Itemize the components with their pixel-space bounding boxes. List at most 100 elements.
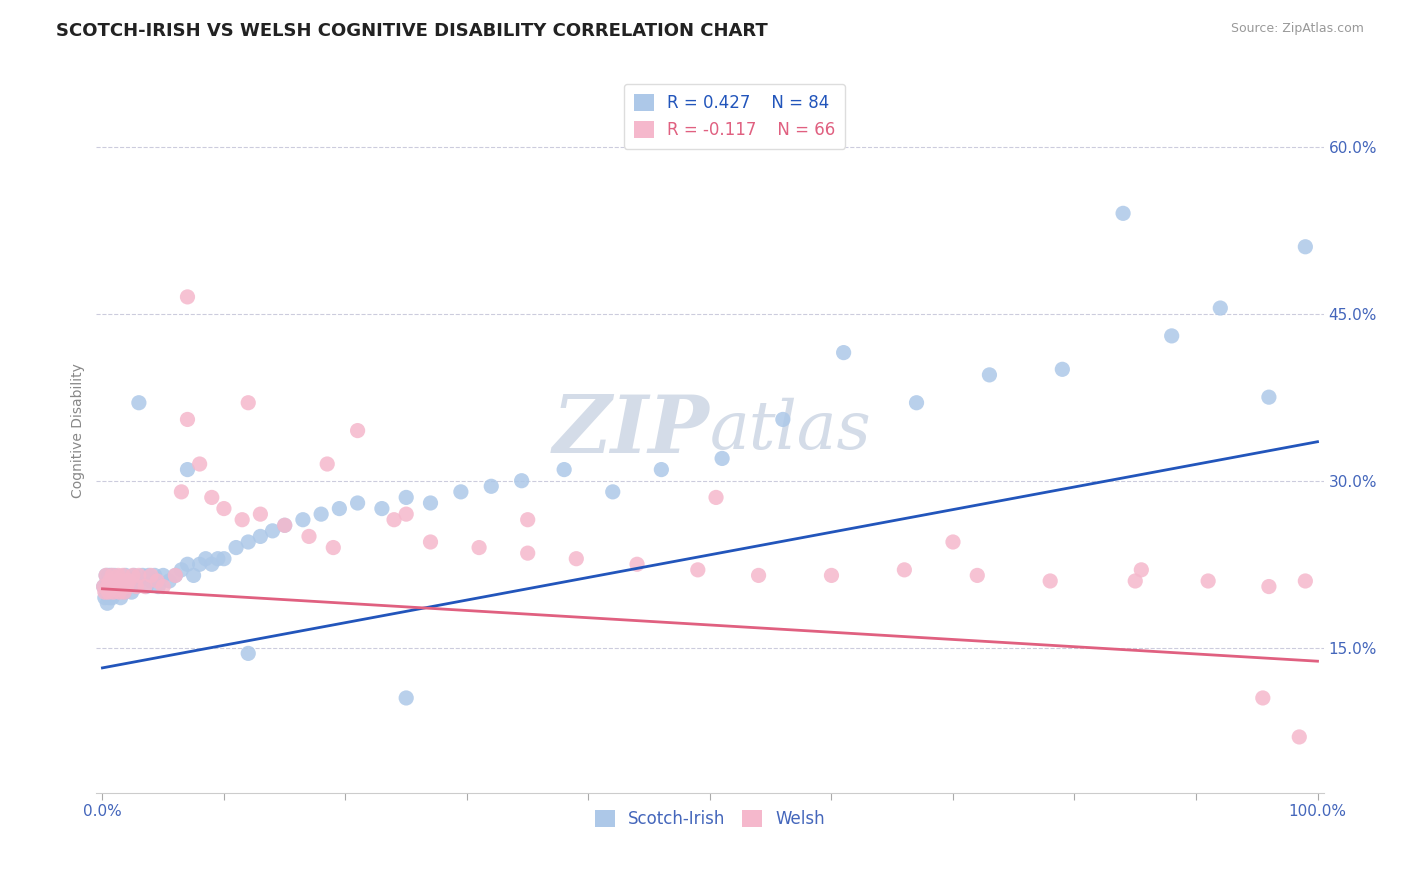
Point	[966, 568, 988, 582]
Point	[704, 491, 727, 505]
Point	[1130, 563, 1153, 577]
Point	[1288, 730, 1310, 744]
Point	[103, 585, 125, 599]
Point	[148, 580, 170, 594]
Point	[125, 580, 148, 594]
Point	[316, 457, 339, 471]
Point	[139, 574, 162, 588]
Point	[103, 580, 125, 594]
Point	[93, 580, 115, 594]
Point	[479, 479, 502, 493]
Point	[516, 513, 538, 527]
Point	[103, 580, 125, 594]
Point	[97, 568, 120, 582]
Point	[395, 690, 418, 705]
Point	[942, 535, 965, 549]
Point	[201, 558, 224, 572]
Point	[104, 574, 127, 588]
Point	[114, 568, 136, 582]
Point	[468, 541, 491, 555]
Point	[626, 558, 648, 572]
Point	[134, 580, 156, 594]
Point	[105, 580, 128, 594]
Point	[1294, 574, 1316, 588]
Point	[128, 568, 150, 582]
Point	[112, 585, 135, 599]
Point	[93, 580, 115, 594]
Point	[395, 491, 418, 505]
Point	[94, 568, 117, 582]
Point	[112, 585, 135, 599]
Point	[309, 507, 332, 521]
Point	[96, 574, 118, 588]
Point	[170, 484, 193, 499]
Point	[650, 462, 672, 476]
Point	[212, 501, 235, 516]
Point	[212, 551, 235, 566]
Point	[553, 462, 575, 476]
Point	[225, 541, 247, 555]
Point	[176, 558, 198, 572]
Point	[1251, 690, 1274, 705]
Point	[108, 574, 131, 588]
Point	[98, 574, 121, 588]
Point	[111, 580, 134, 594]
Point	[188, 558, 211, 572]
Point	[1294, 240, 1316, 254]
Point	[114, 574, 136, 588]
Point	[1257, 580, 1279, 594]
Point	[94, 585, 117, 599]
Point	[262, 524, 284, 538]
Point	[165, 568, 187, 582]
Point	[98, 574, 121, 588]
Point	[100, 568, 122, 582]
Point	[165, 568, 187, 582]
Point	[1209, 301, 1232, 315]
Point	[108, 585, 131, 599]
Point	[139, 568, 162, 582]
Point	[176, 290, 198, 304]
Text: SCOTCH-IRISH VS WELSH COGNITIVE DISABILITY CORRELATION CHART: SCOTCH-IRISH VS WELSH COGNITIVE DISABILI…	[56, 22, 768, 40]
Point	[110, 591, 132, 605]
Point	[100, 580, 122, 594]
Point	[183, 568, 205, 582]
Point	[328, 501, 350, 516]
Point	[772, 412, 794, 426]
Point	[128, 395, 150, 409]
Point	[893, 563, 915, 577]
Point	[231, 513, 253, 527]
Point	[135, 580, 157, 594]
Text: Source: ZipAtlas.com: Source: ZipAtlas.com	[1230, 22, 1364, 36]
Point	[711, 451, 734, 466]
Point	[112, 568, 135, 582]
Text: atlas: atlas	[710, 398, 872, 463]
Point	[105, 580, 128, 594]
Point	[96, 596, 118, 610]
Point	[450, 484, 472, 499]
Point	[101, 580, 124, 594]
Point	[419, 496, 441, 510]
Point	[152, 568, 174, 582]
Point	[103, 585, 125, 599]
Point	[125, 580, 148, 594]
Y-axis label: Cognitive Disability: Cognitive Disability	[72, 363, 86, 498]
Point	[1123, 574, 1146, 588]
Point	[686, 563, 709, 577]
Point	[104, 574, 127, 588]
Point	[371, 501, 394, 516]
Point	[419, 535, 441, 549]
Point	[176, 412, 198, 426]
Point	[96, 580, 118, 594]
Point	[101, 591, 124, 605]
Point	[905, 395, 928, 409]
Point	[103, 568, 125, 582]
Point	[298, 529, 321, 543]
Point	[131, 568, 153, 582]
Point	[98, 591, 121, 605]
Point	[188, 457, 211, 471]
Point	[122, 568, 145, 582]
Point	[1197, 574, 1219, 588]
Point	[382, 513, 405, 527]
Point	[146, 574, 169, 588]
Point	[170, 563, 193, 577]
